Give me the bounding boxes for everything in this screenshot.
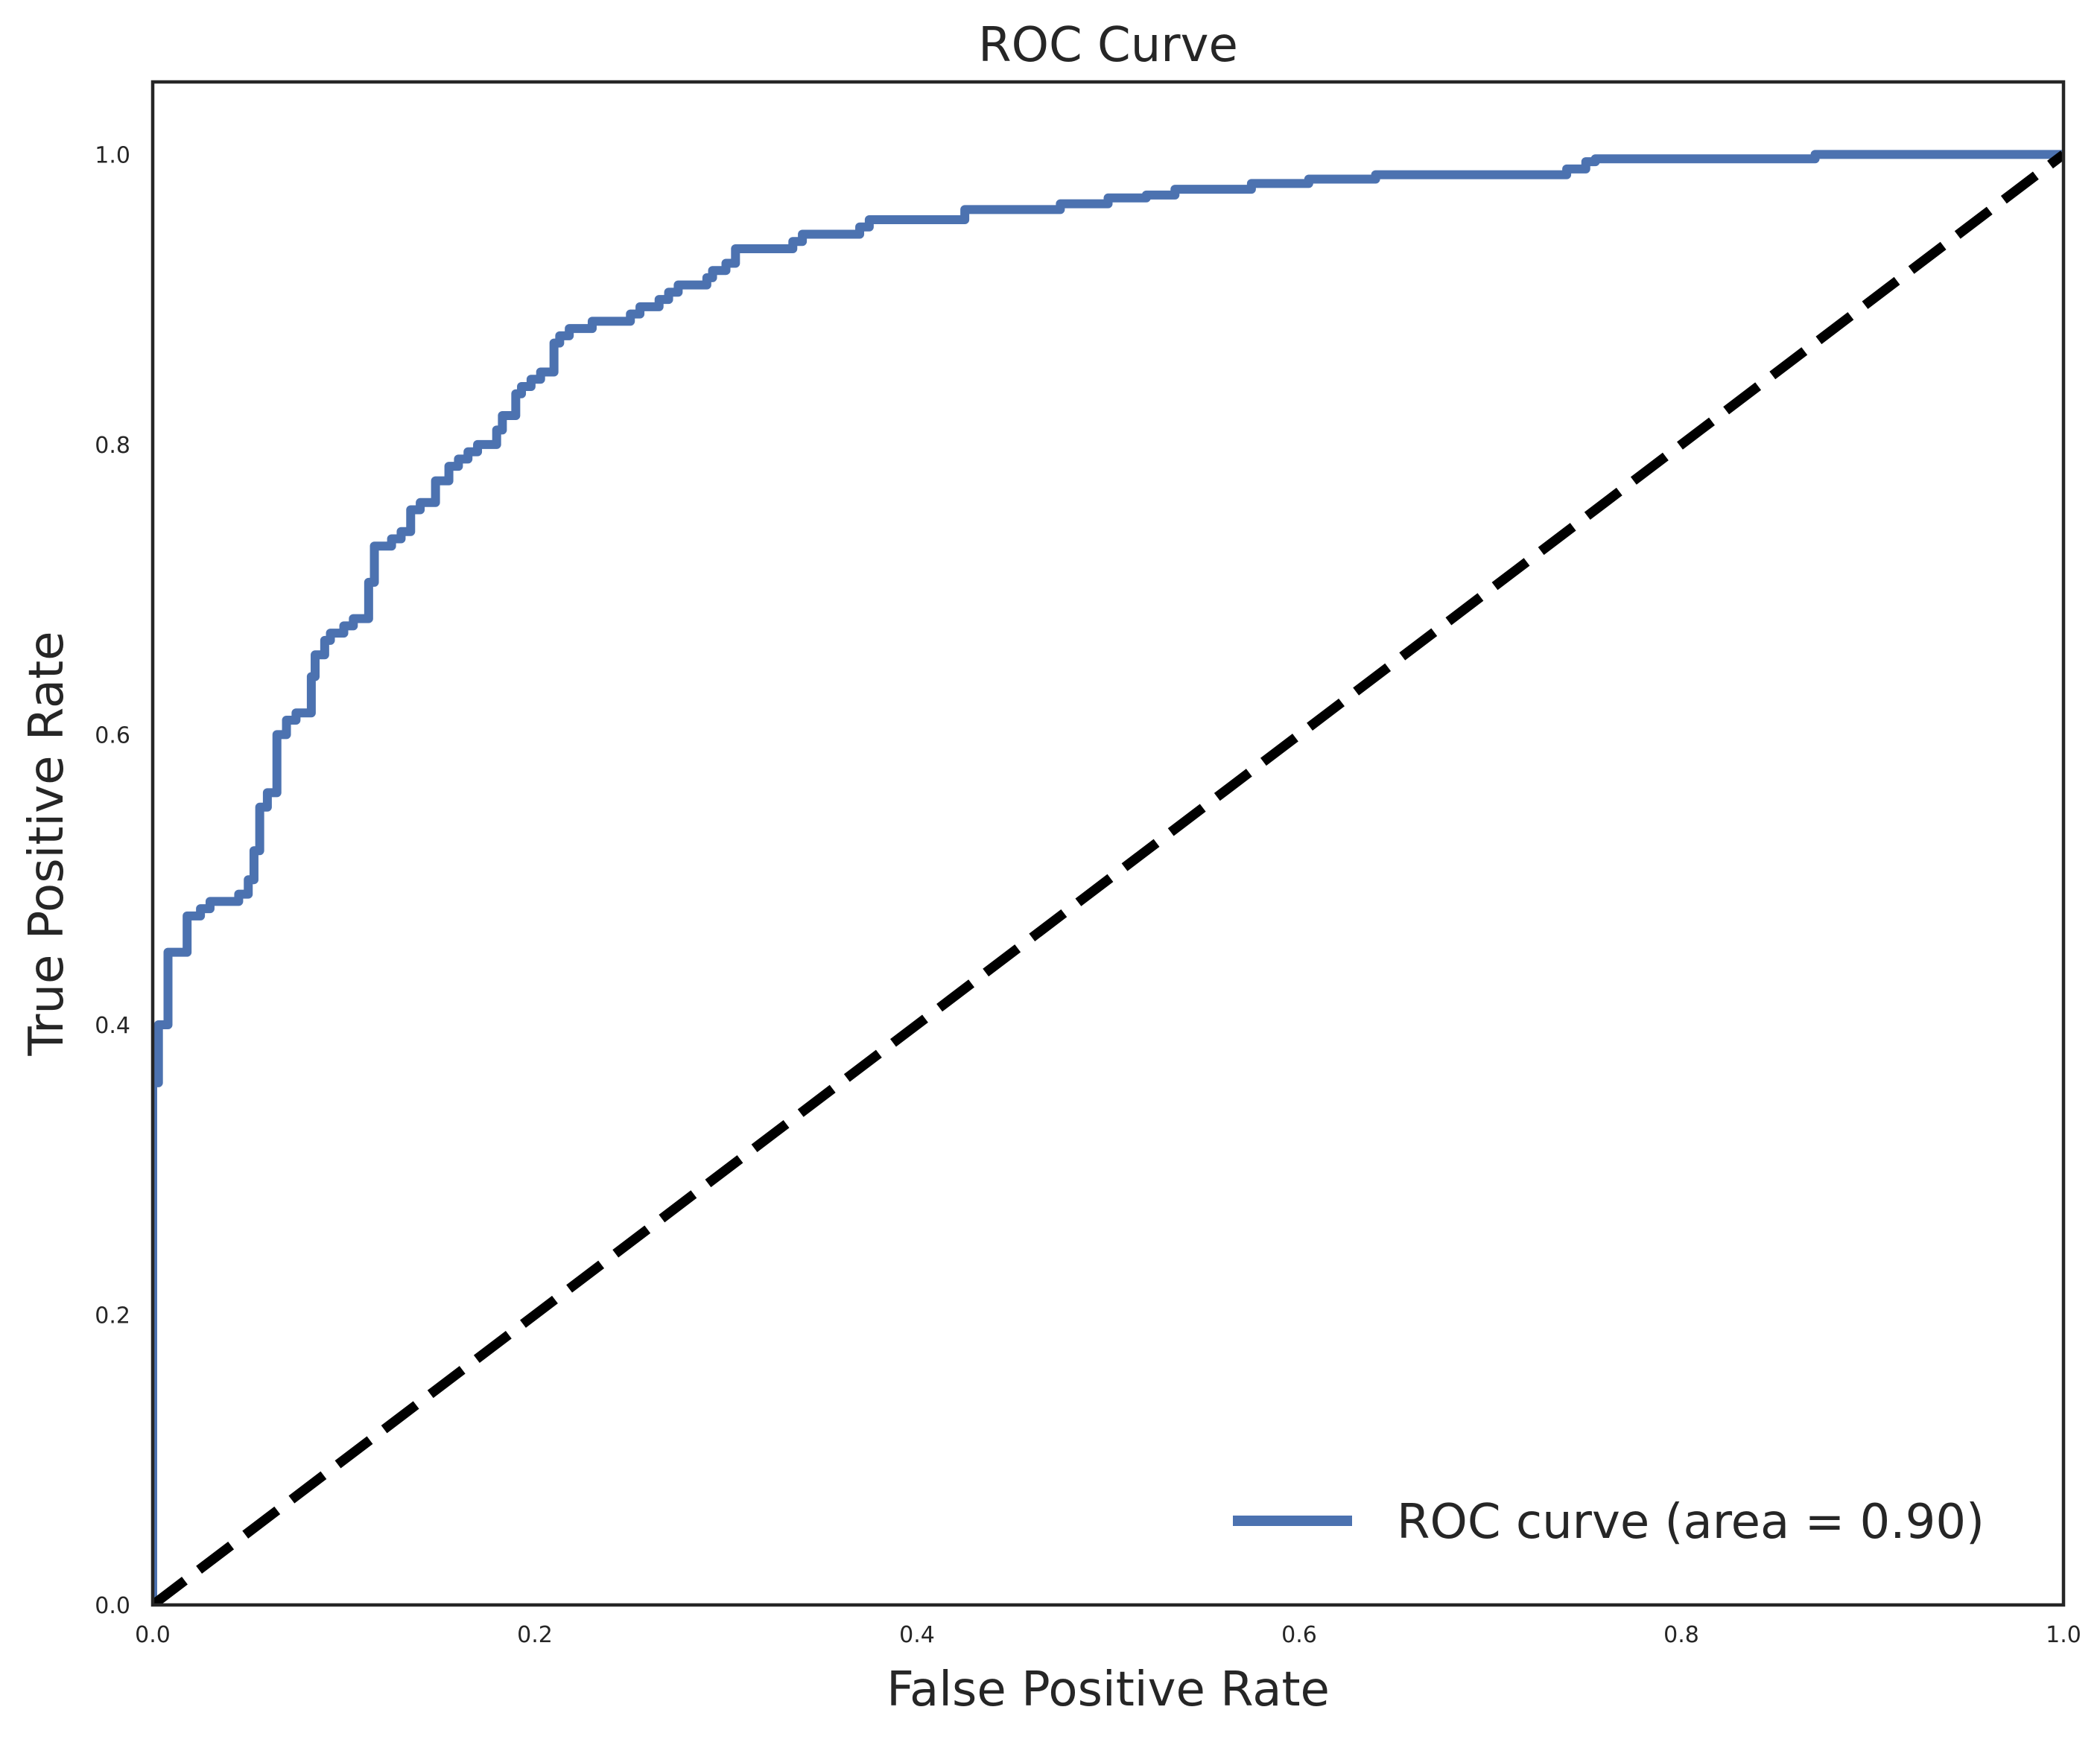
y-tick-label: 1.0 — [95, 142, 130, 168]
x-tick-label: 0.0 — [135, 1622, 171, 1648]
legend: ROC curve (area = 0.90) — [1233, 1495, 1985, 1550]
x-tick-label: 0.2 — [517, 1622, 553, 1648]
chance-diagonal-line — [153, 150, 2063, 1605]
y-tick-label: 0.8 — [95, 433, 130, 459]
x-tick-label: 0.6 — [1281, 1622, 1317, 1648]
y-tick-label: 0.0 — [95, 1593, 130, 1619]
plot-frame — [150, 80, 2066, 1607]
series-layer — [153, 150, 2063, 1605]
x-tick-label: 1.0 — [2046, 1622, 2081, 1648]
y-tick-labels: 0.0 0.2 0.4 0.6 0.8 1.0 — [95, 142, 130, 1619]
x-tick-label: 0.8 — [1663, 1622, 1699, 1648]
chart-title: ROC Curve — [978, 18, 1238, 73]
x-tick-labels: 0.0 0.2 0.4 0.6 0.8 1.0 — [135, 1622, 2081, 1648]
y-tick-label: 0.2 — [95, 1303, 130, 1329]
y-tick-label: 0.4 — [95, 1013, 130, 1039]
y-axis-label: True Positive Rate — [19, 631, 74, 1056]
roc-curve-line — [153, 150, 2063, 1605]
plot-background — [153, 82, 2063, 1605]
x-tick-label: 0.4 — [899, 1622, 935, 1648]
y-tick-label: 0.6 — [95, 722, 130, 748]
x-axis-label: False Positive Rate — [886, 1662, 1330, 1717]
legend-label: ROC curve (area = 0.90) — [1397, 1495, 1985, 1550]
